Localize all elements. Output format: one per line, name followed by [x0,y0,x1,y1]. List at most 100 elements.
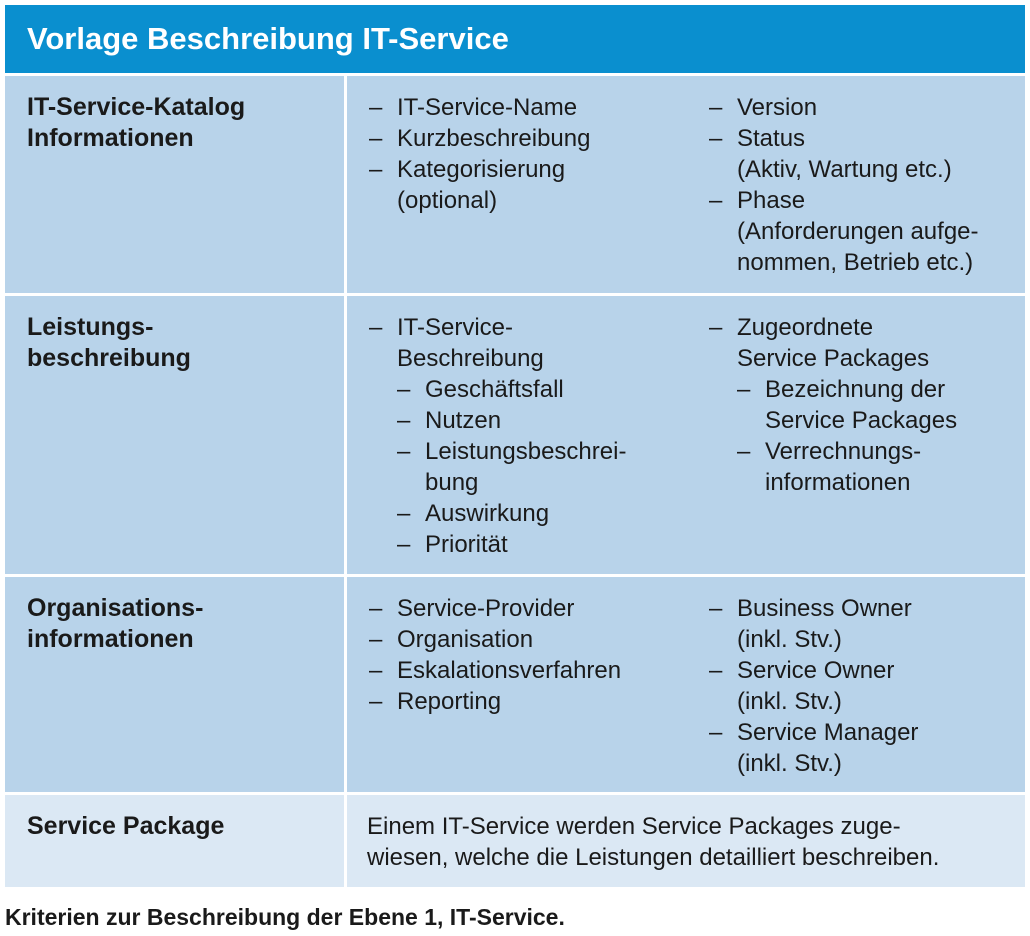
list-item: – Organisation [369,624,689,655]
row-label-line: beschreibung [27,344,191,372]
row-label: Leistungs- beschreibung [27,312,327,374]
list-item-text: Nutzen [425,407,502,434]
sub-list-item: – Leistungsbeschrei-bung [369,436,689,498]
row-service-package: Service Package Einem IT-Service werden … [5,792,1025,887]
list-column-right: – Business Owner (inkl. Stv.) – Service Own… [709,593,1019,779]
list-item: – Zugeordnete Service Packages [709,312,1019,374]
dash-bullet: – [397,531,411,558]
column-divider [344,296,347,574]
list-column-right: – Version – Status (Aktiv, Wartung etc.) – P… [709,92,1019,278]
list-item: – Service Manager (inkl. Stv.) [709,717,1019,779]
list-item-text: Kategorisierung [397,156,566,183]
list-item-text: Leistungsbeschrei- [425,438,627,465]
column-divider [344,76,347,293]
list-item-text: Business Owner [737,595,912,622]
list-item-text: Eskalationsverfahren [397,657,622,684]
list-item: – Kurzbeschreibung [369,123,689,154]
list-item-text: nommen, Betrieb etc.) [737,249,974,276]
dash-bullet: – [709,595,723,622]
list-item: – Version [709,92,1019,123]
list-column-right: – Zugeordnete Service Packages – Bezeichnun… [709,312,1019,498]
dash-bullet: – [369,94,383,121]
row-label-line: Organisations- [27,594,204,622]
sub-list-item: – Priorität [369,529,689,560]
dash-bullet: – [737,376,751,403]
list-column-left: – IT-Service- Beschreibung – Geschäftsfall … [369,312,689,560]
list-item-text: Phase [737,187,806,214]
list-item: – Phase (Anforderungen aufge-nommen, Betri… [709,185,1019,278]
list-item-text: (inkl. Stv.) [737,626,842,653]
row-katalog-informationen: IT-Service-Katalog Informationen – IT-Ser… [5,73,1025,293]
dash-bullet: – [369,657,383,684]
description-line: wiesen, welche die Leistungen detaillier… [367,844,940,871]
dash-bullet: – [397,500,411,527]
list-item: – Status (Aktiv, Wartung etc.) [709,123,1019,185]
service-package-description: Einem IT-Service werden Service Packages… [367,811,1017,873]
column-divider [344,795,347,887]
list-column-left: – Service-Provider – Organisation – Eskalat… [369,593,689,717]
list-item-text: (optional) [397,187,498,214]
list-item: – Business Owner (inkl. Stv.) [709,593,1019,655]
list-item-text: Service Owner [737,657,895,684]
row-label: IT-Service-Katalog Informationen [27,92,327,154]
dash-bullet: – [369,626,383,653]
dash-bullet: – [709,719,723,746]
list-item: – Service-Provider [369,593,689,624]
row-label: Service Package [27,812,225,840]
list-item-text: (Anforderungen aufge- [737,218,979,245]
table-title: Vorlage Beschreibung IT-Service [5,5,1025,73]
dash-bullet: – [709,314,723,341]
row-organisationsinformationen: Organisations- informationen – Service-Pr… [5,574,1025,792]
list-item-text: (inkl. Stv.) [737,750,842,777]
list-item-text: Verrechnungs- [765,438,922,465]
list-item-text: Bezeichnung der [765,376,946,403]
dash-bullet: – [709,94,723,121]
list-item-text: Priorität [425,531,508,558]
dash-bullet: – [369,125,383,152]
list-item-text: Service-Provider [397,595,575,622]
dash-bullet: – [369,688,383,715]
row-label-line: Leistungs- [27,313,154,341]
list-item-text: (inkl. Stv.) [737,688,842,715]
list-item-text: Reporting [397,688,502,715]
list-item: – IT-Service-Name [369,92,689,123]
list-item-text: Auswirkung [425,500,550,527]
dash-bullet: – [709,657,723,684]
sub-list-item: – Bezeichnung der Service Packages [709,374,1019,436]
row-label-line: informationen [27,625,194,653]
dash-bullet: – [397,407,411,434]
list-item-text: Beschreibung [397,345,544,372]
row-label-line: IT-Service-Katalog [27,93,246,121]
list-item-text: (Aktiv, Wartung etc.) [737,156,952,183]
dash-bullet: – [737,438,751,465]
list-item: – Service Owner (inkl. Stv.) [709,655,1019,717]
dash-bullet: – [369,314,383,341]
dash-bullet: – [369,156,383,183]
dash-bullet: – [709,125,723,152]
row-label: Organisations- informationen [27,593,327,655]
list-item: – IT-Service- Beschreibung [369,312,689,374]
list-item-text: Geschäftsfall [425,376,564,403]
list-item-text: Service Packages [765,407,958,434]
list-item: – Kategorisierung (optional) [369,154,689,216]
list-item-text: informationen [765,469,911,496]
row-label-line: Informationen [27,124,194,152]
list-item-text: IT-Service-Name [397,94,578,121]
dash-bullet: – [397,438,411,465]
dash-bullet: – [709,187,723,214]
description-line: Einem IT-Service werden Service Packages… [367,813,901,840]
sub-list-item: – Verrechnungs-informationen [709,436,1019,498]
dash-bullet: – [397,376,411,403]
sub-list-item: – Auswirkung [369,498,689,529]
list-item-text: Organisation [397,626,534,653]
list-item-text: Status [737,125,806,152]
sub-list-item: – Geschäftsfall [369,374,689,405]
list-item: – Reporting [369,686,689,717]
list-item: – Eskalationsverfahren [369,655,689,686]
list-item-text: Version [737,94,818,121]
column-divider [344,577,347,792]
list-column-left: – IT-Service-Name – Kurzbeschreibung – Kate… [369,92,689,216]
template-table: Vorlage Beschreibung IT-Service IT-Servi… [5,5,1025,887]
list-item-text: Zugeordnete [737,314,874,341]
list-item-text: bung [425,469,479,496]
